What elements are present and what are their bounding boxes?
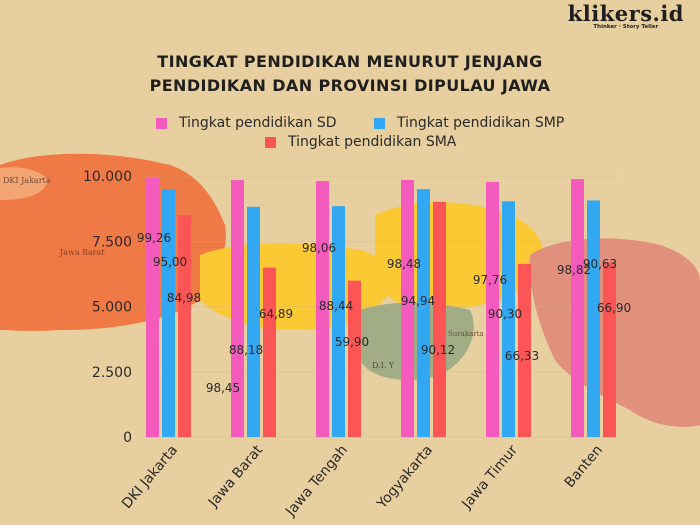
chart-title-line-2: PENDIDIKAN DAN PROVINSI DIPULAU JAWA [149, 76, 551, 95]
x-tick-label: Yogyakarta [373, 442, 436, 512]
bar-sma [433, 201, 446, 437]
x-tick-label: Jawa Timur [458, 442, 521, 513]
bar-smp [162, 189, 175, 437]
x-tick-label: Jawa Barat [205, 442, 267, 511]
y-tick-label: 7.500 [92, 234, 132, 250]
bar-smp [332, 206, 345, 437]
bar-sd [486, 181, 499, 437]
chart-title: TINGKAT PENDIDIKAN MENURUT JENJANG PENDI… [120, 50, 580, 98]
data-label-sma: 84,98 [167, 291, 201, 305]
data-label-sma: 59,90 [335, 335, 369, 349]
chart-title-line-1: TINGKAT PENDIDIKAN MENURUT JENJANG [157, 52, 543, 71]
data-label-sd: 98,48 [387, 257, 421, 271]
bar-smp [247, 206, 260, 437]
brand-tagline: Thinker · Story Teller [593, 24, 659, 30]
y-tick-label: 2.500 [92, 365, 132, 381]
data-label-sd: 98,45 [206, 381, 240, 395]
bar-sd [401, 179, 414, 437]
bar-smp [587, 200, 600, 437]
x-tick-label: Jawa Tengah [282, 442, 351, 520]
map-label-jabar: Jawa Barat [59, 248, 105, 257]
bar-sd [231, 180, 244, 437]
data-label-smp: 88,44 [319, 299, 353, 313]
data-label-sd: 97,76 [473, 273, 507, 287]
data-label-sma: 66,90 [597, 301, 631, 315]
brand-name: klikers.id [567, 1, 684, 26]
bar-sd [571, 179, 584, 437]
x-tick-label: DKI Jakarta [119, 442, 181, 512]
bar-smp [417, 189, 430, 437]
bar-smp [502, 201, 515, 437]
data-label-smp: 88,18 [229, 343, 263, 357]
brand-logo: klikers.id Thinker · Story Teller [567, 1, 684, 31]
data-label-sd: 99,26 [137, 231, 171, 245]
bar-sma [348, 280, 361, 437]
bar-sma [603, 262, 616, 437]
bar-sd [316, 181, 329, 437]
map-region-jakarta [0, 167, 48, 200]
y-tick-label: 10.000 [83, 169, 132, 185]
data-label-smp: 94,94 [401, 294, 435, 308]
map-label-diy: D.I. Y [372, 361, 395, 370]
y-tick-label: 0 [123, 430, 132, 446]
data-label-sma: 90,12 [421, 343, 455, 357]
map-label-dki: DKI Jakarta [3, 176, 51, 185]
data-label-smp: 90,30 [488, 307, 522, 321]
bar-sma [178, 215, 191, 437]
bar-sma [518, 263, 531, 437]
bar-sma [263, 267, 276, 437]
data-label-sd: 98,06 [302, 241, 336, 255]
data-label-smp: 90,63 [583, 257, 617, 271]
x-tick-label: Banten [562, 442, 606, 491]
y-tick-label: 5.000 [92, 300, 132, 316]
data-label-smp: 95,00 [153, 255, 187, 269]
data-label-sd: 98,82 [557, 263, 591, 277]
data-label-sma: 66,33 [505, 349, 539, 363]
map-label-surakarta: Surakarta [448, 330, 484, 338]
data-label-sma: 64,89 [259, 307, 293, 321]
bar-sd [146, 177, 159, 437]
